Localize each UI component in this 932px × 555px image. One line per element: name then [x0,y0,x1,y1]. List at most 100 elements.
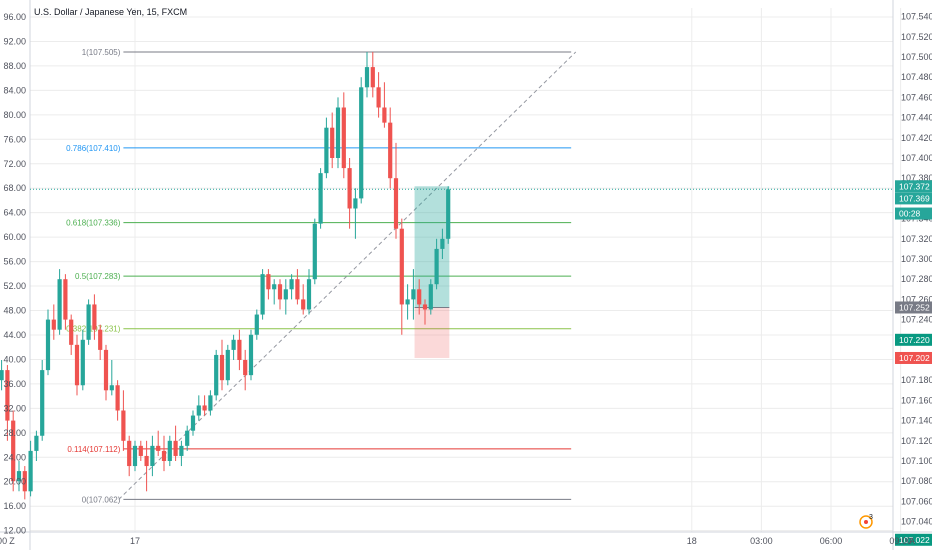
fib-level-label: 0.786(107.410) [66,144,121,153]
candle-body [353,198,358,209]
candle-body [63,279,68,320]
candle-body [51,319,56,330]
candle-body [428,284,433,310]
candle-body [138,445,143,456]
x-axis-tick-label: 18 [687,536,697,546]
left-axis-tick-label: 24.00 [3,452,26,462]
price-badge [895,351,932,364]
candle-body [266,274,271,290]
price-badge-label: 107.202 [899,353,930,363]
candle-body [382,107,387,123]
right-axis-tick-label: 107.160 [901,395,932,405]
price-badge [895,533,932,546]
left-axis-tick-label: 20.00 [3,477,26,487]
right-axis-tick-label: 107.280 [901,274,932,284]
right-axis-tick-label: 107.460 [901,92,932,102]
right-axis-tick-label: 107.320 [901,234,932,244]
right-axis-tick-label: 107.260 [901,294,932,304]
alert-icon[interactable] [859,515,873,529]
right-axis-tick-label: 107.540 [901,12,932,22]
x-axis-tick-label: 03:00 [750,536,773,546]
candle-body [341,107,346,169]
candle-body [405,299,410,305]
left-axis-tick-label: 88.00 [3,61,26,71]
candle-body [214,354,219,396]
candle-body [11,420,16,482]
left-axis-tick-label: 36.00 [3,379,26,389]
candle-body [225,349,230,381]
candle-body [45,319,51,371]
left-axis-tick-label: 12.00 [3,526,26,536]
candle-body [446,189,451,239]
price-badge-label: 107.252 [899,302,930,312]
candle-body [411,289,416,300]
candle-body [347,168,352,209]
alert-count-label: 3 [869,514,873,521]
candle-body [74,344,80,386]
auto-scale-toggle-a[interactable]: A [909,536,915,546]
fib-level-label: 0.5(107.283) [75,272,121,281]
candle-body [330,127,335,158]
candle-body [254,314,259,335]
right-axis-tick-label: 107.400 [901,153,932,163]
right-axis-tick-label: 107.420 [901,133,932,143]
candle-body [260,274,265,315]
timezone-toggle-z[interactable]: Z [9,536,15,546]
fib-level-label: 0.114(107.112) [67,445,120,454]
candle-body [295,279,300,300]
candle-body [335,107,341,158]
right-axis-tick-label: 107.060 [901,496,932,506]
candle-body [237,339,242,360]
candle-body [185,430,190,446]
candle-body [5,370,10,421]
candle-body [86,304,91,340]
alert-icon-dot [864,520,868,524]
candle-body [150,445,155,467]
candle-body [434,248,439,285]
candle-body [272,284,277,290]
price-badge [895,192,932,205]
right-axis-tick-label: 107.040 [901,517,932,527]
candle-body [80,339,85,386]
stop-loss-zone[interactable] [414,307,450,358]
candle-body [417,289,422,305]
price-badge-label: 107.220 [899,335,930,345]
candle-body [103,349,109,391]
candle-body [370,67,375,88]
right-axis-tick-label: 107.480 [901,72,932,82]
candle-body [179,445,184,456]
candle-body [324,127,329,174]
candle-body [22,471,27,492]
candle-body [364,67,370,88]
candle-body [190,415,196,431]
candle-body [167,440,172,461]
left-axis-tick-label: 80.00 [3,110,26,120]
left-axis-tick-label: 68.00 [3,183,26,193]
right-axis-tick-label: 107.380 [901,173,932,183]
price-badge-label: 107.022 [899,535,930,545]
candle-body [231,339,236,350]
left-axis-tick-label: 84.00 [3,85,26,95]
left-axis-tick-label: 64.00 [3,208,26,218]
candle-body [115,385,120,411]
candle-body [283,289,288,300]
left-axis-tick-label: 52.00 [3,281,26,291]
left-axis-tick-label: 96.00 [3,12,26,22]
left-axis-tick-label: 48.00 [3,306,26,316]
candle-body [16,471,22,482]
candle-body [57,279,62,330]
price-badge [895,333,932,346]
right-axis-tick-label: 107.180 [901,375,932,385]
candle-body [376,87,381,108]
candle-body [98,329,103,350]
candle-body [248,334,254,376]
left-axis-tick-label: 60.00 [3,232,26,242]
candle-body [40,370,45,436]
price-badge-label: 107.372 [899,181,930,191]
candle-body [440,238,445,249]
candle-body [28,450,33,492]
left-axis-tick-label: 72.00 [3,159,26,169]
candle-body [399,228,404,305]
right-axis-tick-label: 107.120 [901,436,932,446]
